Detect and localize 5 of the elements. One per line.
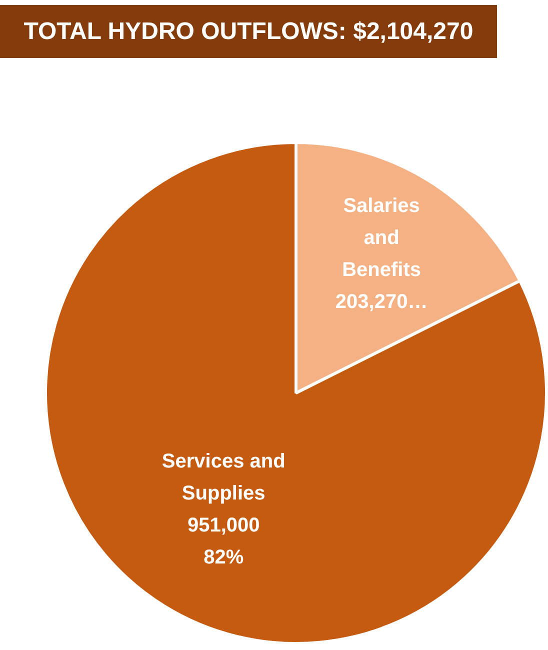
chart-title: TOTAL HYDRO OUTFLOWS: $2,104,270 xyxy=(0,5,497,58)
slice-label: Salaries and Benefits xyxy=(342,194,422,281)
data-label: 203,270… xyxy=(335,290,428,313)
slice-label: Services and Supplies xyxy=(162,450,286,505)
data-label: 951,000 82% xyxy=(187,514,260,569)
